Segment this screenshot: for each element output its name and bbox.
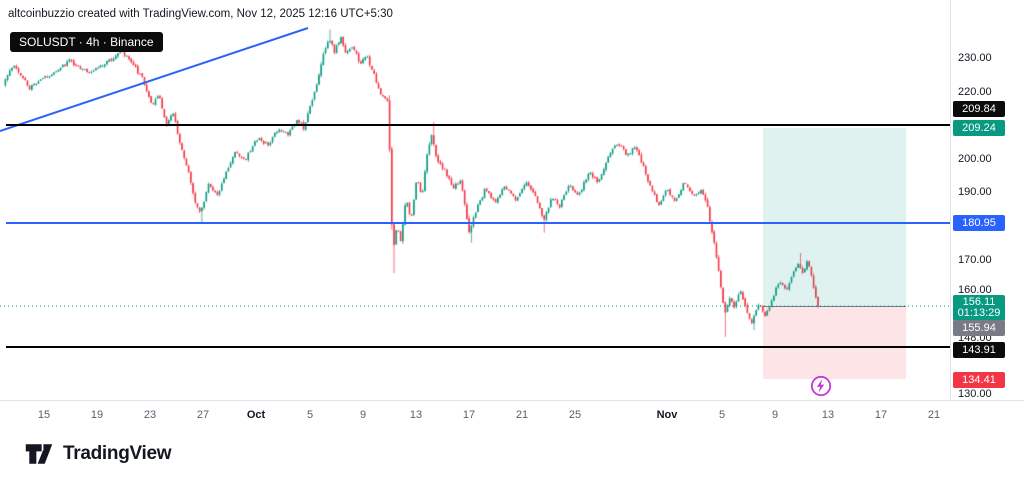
lightning-bolt-icon-svg bbox=[810, 375, 832, 397]
price-tick-label: 220.00 bbox=[958, 86, 992, 98]
long-position-loss-zone[interactable] bbox=[763, 306, 906, 379]
time-label: 21 bbox=[515, 409, 529, 421]
long-position-tool[interactable] bbox=[0, 0, 950, 400]
countdown-timer: 01:13:29 bbox=[957, 307, 1001, 319]
price-badge: 143.91 bbox=[953, 342, 1005, 358]
time-label: 15 bbox=[37, 409, 51, 421]
price-tick-label: 170.00 bbox=[958, 254, 992, 266]
price-badge: 155.94 bbox=[953, 320, 1005, 336]
price-badge: 180.95 bbox=[953, 215, 1005, 231]
time-label: 13 bbox=[409, 409, 423, 421]
time-label: 19 bbox=[90, 409, 104, 421]
position-entry-line[interactable] bbox=[763, 306, 906, 307]
price-tick-label: 160.00 bbox=[958, 284, 992, 296]
price-badge: 134.41 bbox=[953, 372, 1005, 388]
symbol-chip[interactable]: SOLUSDT · 4h · Binance bbox=[10, 32, 163, 52]
time-label: 5 bbox=[306, 409, 314, 421]
time-label: 23 bbox=[143, 409, 157, 421]
time-label: 13 bbox=[821, 409, 835, 421]
price-tick-label: 130.00 bbox=[958, 388, 992, 400]
current-price-badge: 156.11 01:13:29 bbox=[953, 295, 1005, 321]
tradingview-logo-icon bbox=[25, 444, 53, 464]
tradingview-logo-text: TradingView bbox=[63, 443, 172, 464]
tradingview-logo[interactable]: TradingView bbox=[24, 441, 172, 467]
time-label: 9 bbox=[771, 409, 779, 421]
price-tick-label: 230.00 bbox=[958, 52, 992, 64]
chart-pane[interactable] bbox=[0, 0, 950, 400]
time-label: 5 bbox=[718, 409, 726, 421]
long-position-profit-zone[interactable] bbox=[763, 128, 906, 306]
lightning-bolt-icon[interactable] bbox=[810, 375, 832, 397]
price-badge: 209.84 bbox=[953, 101, 1005, 117]
price-axis[interactable]: 156.11 01:13:29 230.00 220.00 200.00 190.00… bbox=[950, 0, 1024, 400]
current-price-value: 156.11 bbox=[962, 296, 996, 308]
time-label: 27 bbox=[196, 409, 210, 421]
price-badge: 209.24 bbox=[953, 120, 1005, 136]
time-label: 17 bbox=[874, 409, 888, 421]
time-label: Oct bbox=[246, 409, 266, 421]
price-tick-label: 190.00 bbox=[958, 186, 992, 198]
time-axis[interactable]: 15 19 23 27 Oct 5 9 13 17 21 25 Nov 5 9 13 17 21 bbox=[0, 400, 1024, 431]
time-label: Nov bbox=[656, 409, 678, 421]
attribution-text: altcoinbuzzio created with TradingView.c… bbox=[8, 8, 393, 20]
price-tick-label: 200.00 bbox=[958, 153, 992, 165]
time-label: 17 bbox=[462, 409, 476, 421]
time-label: 21 bbox=[927, 409, 941, 421]
time-label: 25 bbox=[568, 409, 582, 421]
time-label: 9 bbox=[359, 409, 367, 421]
